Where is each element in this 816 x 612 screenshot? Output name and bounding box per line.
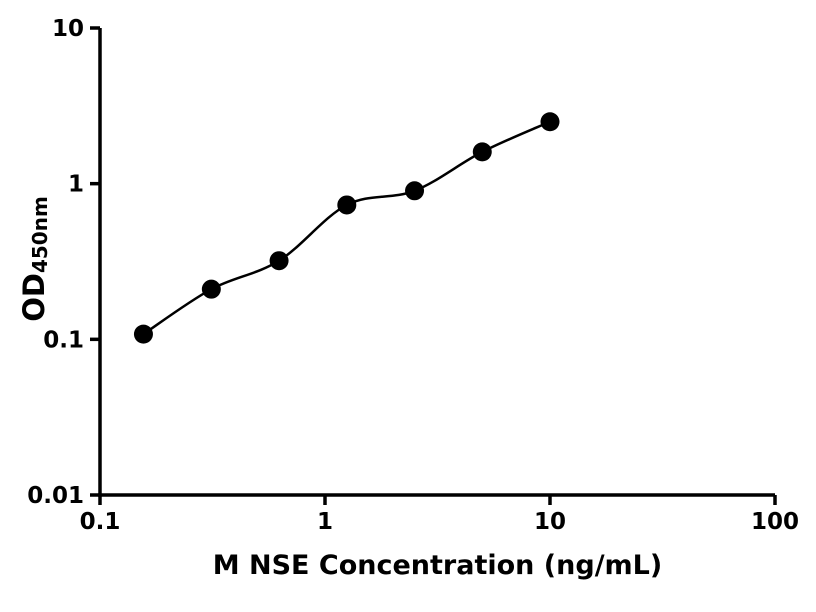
x-tick-label: 10 (534, 509, 566, 535)
y-tick-label: 0.01 (27, 483, 84, 509)
data-point (540, 112, 560, 132)
data-point (133, 324, 153, 344)
x-tick-label: 1 (317, 509, 333, 535)
data-point (472, 142, 492, 162)
y-axis-title-main: OD (17, 273, 51, 322)
y-tick-label: 1 (68, 172, 84, 198)
x-tick-label: 100 (751, 509, 799, 535)
data-point (405, 181, 425, 201)
y-tick-label: 0.1 (43, 327, 84, 353)
y-tick-label: 10 (52, 16, 84, 42)
y-axis-title-sub: 450nm (28, 196, 52, 274)
x-tick-label: 0.1 (80, 509, 121, 535)
data-point (201, 279, 221, 299)
data-point (337, 195, 357, 215)
y-axis-title: OD450nm (13, 109, 55, 409)
data-point (269, 251, 289, 271)
x-axis-title: M NSE Concentration (ng/mL) (212, 550, 663, 581)
